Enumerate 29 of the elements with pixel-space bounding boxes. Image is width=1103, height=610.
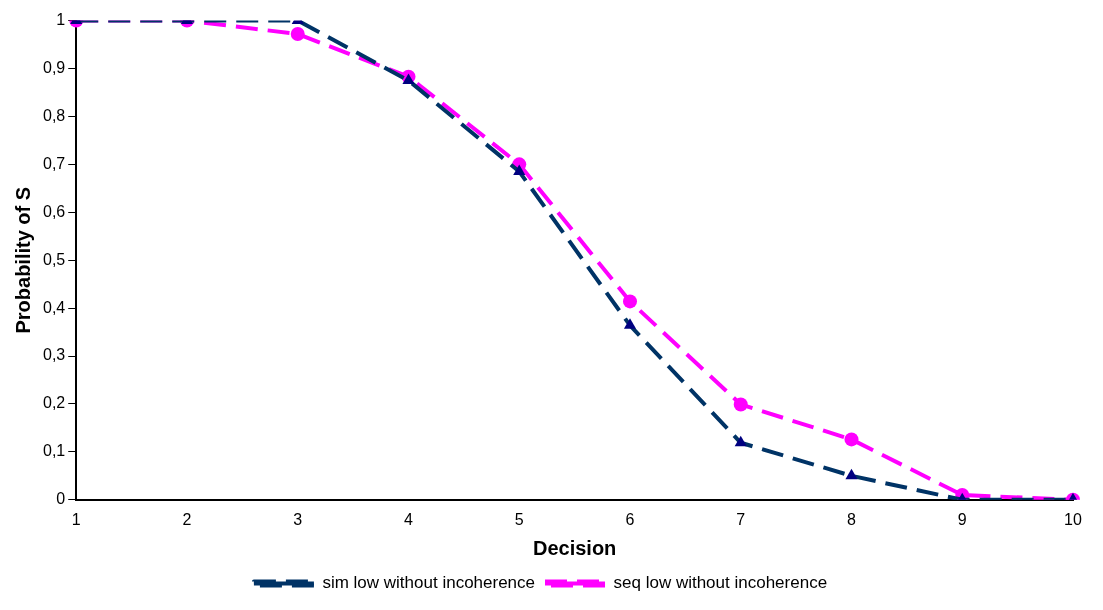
y-axis-title: Probability of S bbox=[11, 186, 34, 334]
x-tick-label: 7 bbox=[736, 510, 746, 528]
y-tick-label: 0,8 bbox=[42, 106, 66, 124]
y-tick-label: 0,1 bbox=[42, 442, 66, 460]
x-tick-label: 4 bbox=[404, 510, 414, 528]
x-tick-label: 2 bbox=[182, 510, 192, 528]
x-tick-label: 1 bbox=[71, 510, 81, 528]
y-tick-label: 0,3 bbox=[42, 346, 66, 364]
y-tick-label: 0,5 bbox=[42, 250, 66, 268]
y-tick-label: 0,6 bbox=[42, 202, 66, 220]
y-tick-label: 0,7 bbox=[42, 154, 66, 172]
x-axis-title: Decision bbox=[532, 536, 617, 559]
point bbox=[623, 294, 637, 309]
x-tick-label: 6 bbox=[625, 510, 635, 528]
y-tick-label: 1 bbox=[56, 11, 66, 29]
legend-label: seq low without incoherence bbox=[613, 573, 828, 593]
point bbox=[290, 27, 305, 42]
x-tick-label: 10 bbox=[1064, 510, 1082, 528]
legend-label: sim low without incoherence bbox=[322, 573, 536, 593]
y-tick-label: 0,9 bbox=[42, 58, 66, 76]
x-tick-label: 9 bbox=[957, 510, 967, 528]
x-tick-label: 3 bbox=[293, 510, 303, 528]
point bbox=[844, 432, 859, 447]
x-tick-label: 5 bbox=[514, 510, 524, 528]
y-tick-label: 0,2 bbox=[42, 394, 66, 412]
x-tick-label: 8 bbox=[847, 510, 857, 528]
point bbox=[733, 397, 748, 412]
y-tick-label: 0,4 bbox=[42, 298, 66, 316]
y-tick-label: 0 bbox=[56, 490, 66, 508]
